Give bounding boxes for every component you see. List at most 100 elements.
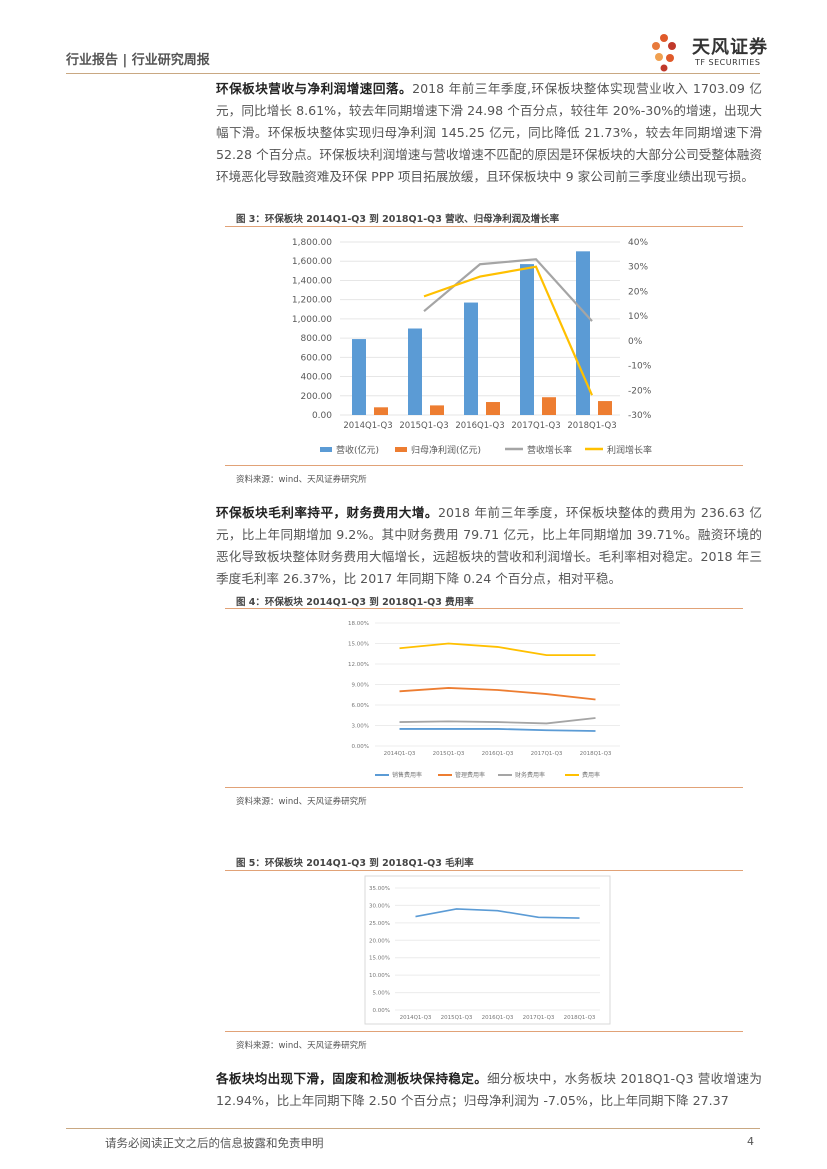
legend-swatch — [395, 447, 407, 452]
legend-label: 营收增长率 — [527, 444, 572, 456]
legend-label: 财务费用率 — [515, 771, 545, 779]
gross-margin-chart: 35.00% 30.00% 25.00% 20.00% 15.00% 10.00% 5.00… — [364, 875, 611, 1025]
figure-4-title: 图 4：环保板块 2014Q1-Q3 到 2018Q1-Q3 费用率 — [236, 597, 474, 608]
y-tick-label-right: 30% — [628, 263, 648, 273]
paragraph-revenue-profit: 环保板块营收与净利润增速回落。2018 年前三年季度,环保板块整体实现营业收入 … — [216, 78, 762, 188]
y-tick-label: 10.00% — [369, 973, 390, 979]
legend-label: 费用率 — [582, 771, 600, 779]
header-divider — [66, 73, 760, 74]
figure-3-box: 1,800.00 1,600.00 1,400.00 1,200.00 1,000.00… — [225, 226, 743, 466]
legend-label: 销售费用率 — [392, 771, 422, 779]
series-line — [399, 642, 596, 657]
x-tick-label: 2016Q1-Q3 — [455, 421, 504, 431]
legend-label: 营收(亿元) — [336, 444, 379, 456]
bar — [408, 328, 422, 415]
y-tick-label-left: 1,000.00 — [292, 315, 332, 325]
bar — [464, 302, 478, 415]
bar — [520, 264, 534, 415]
y-tick-label-left: 200.00 — [301, 392, 333, 402]
series-line — [423, 265, 594, 396]
y-tick-label: 0.00% — [352, 744, 369, 750]
bar — [576, 251, 590, 415]
figure-3-title: 图 3：环保板块 2014Q1-Q3 到 2018Q1-Q3 营收、归母净利润及… — [236, 214, 560, 225]
x-tick-label: 2014Q1-Q3 — [384, 751, 416, 757]
y-tick-label: 0.00% — [373, 1008, 390, 1014]
y-tick-label: 12.00% — [348, 662, 369, 668]
y-tick-label: 15.00% — [348, 642, 369, 648]
page-number: 4 — [747, 1135, 754, 1148]
paragraph-body: 2018 年前三年季度,环保板块整体实现营业收入 1703.09 亿元，同比增长… — [216, 81, 762, 184]
brand-subtitle: TF SECURITIES — [695, 58, 761, 67]
series-line — [399, 687, 596, 701]
x-tick-label: 2014Q1-Q3 — [343, 421, 392, 431]
series-line — [415, 908, 580, 919]
x-tick-label: 2017Q1-Q3 — [531, 751, 563, 757]
header-report-type: 行业报告 | 行业研究周报 — [66, 53, 210, 68]
tf-securities-logo — [652, 34, 676, 72]
legend-label: 管理费用率 — [455, 771, 485, 779]
y-tick-label-right: 40% — [628, 238, 648, 248]
x-tick-label: 2017Q1-Q3 — [523, 1015, 555, 1021]
x-tick-label: 2016Q1-Q3 — [482, 751, 514, 757]
x-tick-label: 2015Q1-Q3 — [433, 751, 465, 757]
y-tick-label: 5.00% — [373, 991, 390, 997]
y-tick-label: 18.00% — [348, 621, 369, 627]
series-line — [399, 717, 596, 725]
paragraph-subsectors: 各板块均出现下滑，固废和检测板块保持稳定。细分板块中，水务板块 2018Q1-Q… — [216, 1068, 762, 1112]
paragraph-body: 细分板块中，水务板块 2018Q1-Q3 营收增速为 12.94%，比上年同期下… — [216, 1071, 763, 1108]
bar — [352, 339, 366, 415]
figure-4-box: 18.00% 15.00% 12.00% 9.00% 6.00% 3.00% 0.00% 20… — [225, 608, 743, 788]
y-tick-label-right: -10% — [628, 362, 652, 372]
y-tick-label-left: 800.00 — [301, 334, 333, 344]
y-tick-label: 20.00% — [369, 938, 390, 944]
y-tick-label-left: 1,200.00 — [292, 296, 332, 306]
series-line — [399, 728, 596, 732]
bar — [430, 405, 444, 415]
footer-disclaimer: 请务必阅读正文之后的信息披露和免责申明 — [105, 1136, 324, 1150]
y-tick-label-right: 0% — [628, 337, 643, 347]
y-tick-label-right: 10% — [628, 312, 648, 322]
x-tick-label: 2017Q1-Q3 — [511, 421, 560, 431]
x-tick-label: 2018Q1-Q3 — [564, 1015, 596, 1021]
chart-frame — [364, 875, 611, 1025]
y-tick-label-left: 600.00 — [301, 353, 333, 363]
y-tick-label: 35.00% — [369, 886, 390, 892]
y-tick-label-left: 0.00 — [312, 411, 332, 421]
brand-name: 天风证券 — [692, 37, 768, 58]
legend-swatch — [320, 447, 332, 452]
x-tick-label: 2016Q1-Q3 — [482, 1015, 514, 1021]
y-tick-label-right: 20% — [628, 287, 648, 297]
y-tick-label: 30.00% — [369, 903, 390, 909]
series-line — [423, 258, 593, 322]
figure-5-title: 图 5：环保板块 2014Q1-Q3 到 2018Q1-Q3 毛利率 — [236, 858, 474, 869]
bar — [542, 397, 556, 415]
figure-5-box: 35.00% 30.00% 25.00% 20.00% 15.00% 10.00% 5.00… — [225, 870, 743, 1032]
y-tick-label: 25.00% — [369, 921, 390, 927]
revenue-profit-chart: 1,800.00 1,600.00 1,400.00 1,200.00 1,000.00… — [292, 238, 652, 456]
legend-label: 利润增长率 — [607, 444, 652, 456]
y-tick-label-left: 400.00 — [301, 373, 333, 383]
bar — [374, 407, 388, 415]
y-tick-label: 6.00% — [352, 703, 369, 709]
paragraph-lead: 环保板块营收与净利润增速回落。 — [216, 81, 413, 96]
expense-ratio-chart: 18.00% 15.00% 12.00% 9.00% 6.00% 3.00% 0.00% 20… — [348, 621, 620, 779]
bar — [486, 402, 500, 415]
y-tick-label-right: -30% — [628, 411, 652, 421]
x-tick-label: 2015Q1-Q3 — [399, 421, 448, 431]
footer-divider — [66, 1128, 760, 1129]
figure-5-source: 资料来源：wind、天风证券研究所 — [236, 1041, 367, 1051]
y-tick-label-left: 1,400.00 — [292, 276, 332, 286]
x-tick-label: 2018Q1-Q3 — [580, 751, 612, 757]
paragraph-lead: 各板块均出现下滑，固废和检测板块保持稳定。 — [216, 1071, 488, 1086]
paragraph-body: 2018 年前三年季度，环保板块整体的费用为 236.63 亿元，比上年同期增加… — [216, 505, 762, 586]
legend-label: 归母净利润(亿元) — [411, 444, 481, 456]
y-tick-label: 15.00% — [369, 956, 390, 962]
y-tick-label: 9.00% — [352, 683, 369, 689]
paragraph-lead: 环保板块毛利率持平，财务费用大增。 — [216, 505, 438, 520]
y-tick-label-left: 1,600.00 — [292, 257, 332, 267]
figure-3-source: 资料来源：wind、天风证券研究所 — [236, 475, 367, 485]
paragraph-expenses: 环保板块毛利率持平，财务费用大增。2018 年前三年季度，环保板块整体的费用为 … — [216, 502, 762, 590]
y-tick-label-right: -20% — [628, 386, 652, 396]
bar — [598, 401, 612, 415]
figure-4-source: 资料来源：wind、天风证券研究所 — [236, 797, 367, 807]
